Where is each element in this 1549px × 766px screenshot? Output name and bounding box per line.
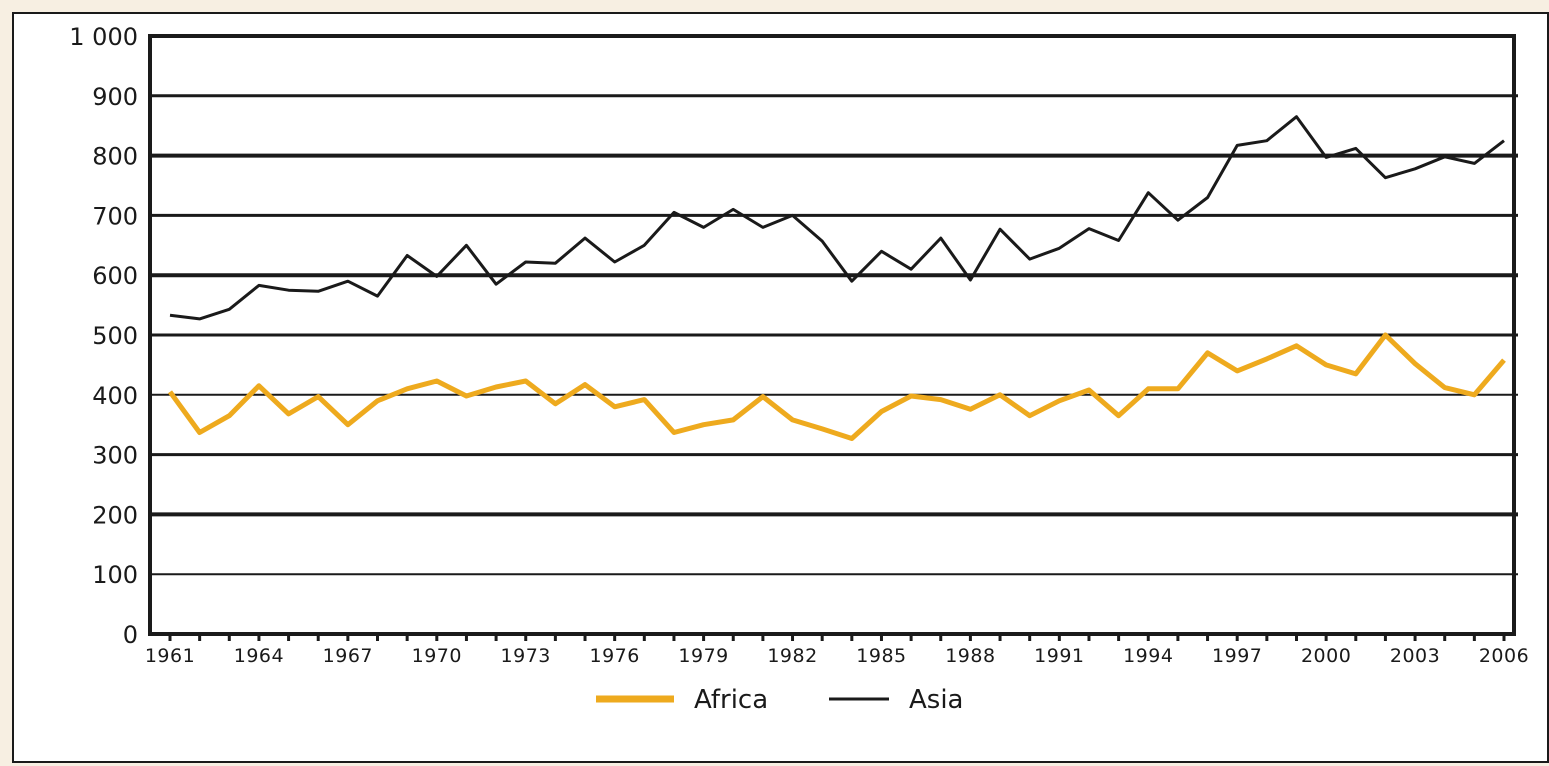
legend-label-asia: Asia — [909, 685, 964, 715]
x-tick-label: 1979 — [678, 645, 728, 667]
legend: Africa Asia — [596, 685, 964, 715]
y-tick-label: 800 — [92, 143, 138, 171]
x-tick-label: 1982 — [767, 645, 817, 667]
chart-frame: 0 100 200 300 400 500 600 700 800 900 1 000 1961 19… — [12, 12, 1549, 763]
series-lines — [167, 115, 1506, 441]
y-tick-label: 600 — [92, 262, 138, 290]
x-tick-label: 1997 — [1212, 645, 1262, 667]
x-tick-label: 1988 — [945, 645, 995, 667]
series-line-africa — [167, 332, 1506, 441]
x-tick-label: 2006 — [1479, 645, 1529, 667]
x-axis: 1961 1964 1967 1970 1973 1976 1979 1982 1985 1988… — [145, 634, 1529, 667]
x-tick-label: 1994 — [1123, 645, 1173, 667]
x-tick-label: 1961 — [145, 645, 195, 667]
y-tick-label: 900 — [92, 83, 138, 111]
y-tick-label: 500 — [92, 322, 138, 350]
y-tick-label: 200 — [92, 501, 138, 529]
y-axis-ticks: 0 100 200 300 400 500 600 700 800 900 1 000 — [69, 23, 138, 649]
x-tick-label: 2003 — [1390, 645, 1440, 667]
legend-label-africa: Africa — [694, 685, 768, 715]
y-tick-label: 300 — [92, 442, 138, 470]
y-tick-label: 100 — [92, 561, 138, 589]
gridlines — [150, 94, 1518, 576]
x-tick-label: 1973 — [501, 645, 551, 667]
x-tick-label: 1976 — [589, 645, 639, 667]
x-tick-label: 1967 — [323, 645, 373, 667]
y-tick-label: 700 — [92, 202, 138, 230]
series-line-asia — [169, 115, 1505, 321]
x-tick-label: 1991 — [1034, 645, 1084, 667]
y-tick-label: 400 — [92, 382, 138, 410]
y-tick-label: 1 000 — [69, 23, 138, 51]
x-tick-label: 2000 — [1301, 645, 1351, 667]
x-tick-label: 1964 — [234, 645, 284, 667]
y-tick-label: 0 — [123, 621, 138, 649]
x-tick-label: 1985 — [856, 645, 906, 667]
x-tick-label: 1970 — [412, 645, 462, 667]
plot-area-border — [148, 34, 1516, 636]
